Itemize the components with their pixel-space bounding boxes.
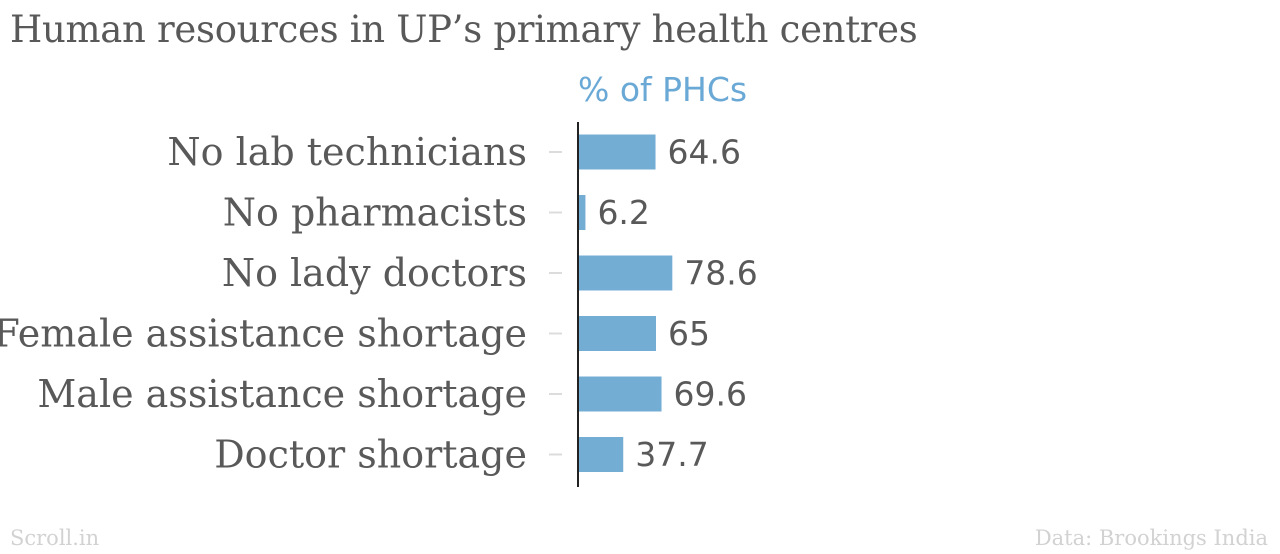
data-label-doctor-shortage: 37.7 [635, 435, 708, 474]
data-label-female-assistance-shortage: 65 [668, 314, 710, 353]
category-label-doctor-shortage: Doctor shortage [214, 433, 527, 477]
credit-label: Scroll.in [10, 526, 100, 550]
value-axis-title: % of PHCs [578, 70, 747, 109]
bar-no-lady-doctors [578, 255, 673, 291]
data-label-no-lab-technicians: 64.6 [668, 133, 741, 172]
source-label: Data: Brookings India [1034, 526, 1268, 550]
bar-male-assistance-shortage [578, 376, 662, 412]
category-label-no-lady-doctors: No lady doctors [222, 251, 527, 295]
bars-layer: No lab technicians 64.6 No pharmacists 6.2 N… [0, 130, 758, 477]
data-label-no-lady-doctors: 78.6 [684, 254, 757, 293]
data-label-male-assistance-shortage: 69.6 [674, 375, 747, 414]
bar-no-pharmacists [578, 195, 586, 230]
bar-female-assistance-shortage [578, 316, 656, 351]
data-label-no-pharmacists: 6.2 [597, 193, 649, 232]
chart-title: Human resources in UP’s primary health c… [10, 8, 918, 51]
category-label-no-lab-technicians: No lab technicians [167, 130, 527, 174]
category-label-male-assistance-shortage: Male assistance shortage [37, 372, 527, 416]
bar-no-lab-technicians [578, 134, 656, 170]
category-label-female-assistance-shortage: Female assistance shortage [0, 312, 527, 356]
category-label-no-pharmacists: No pharmacists [223, 191, 527, 235]
bar-doctor-shortage [578, 437, 624, 472]
